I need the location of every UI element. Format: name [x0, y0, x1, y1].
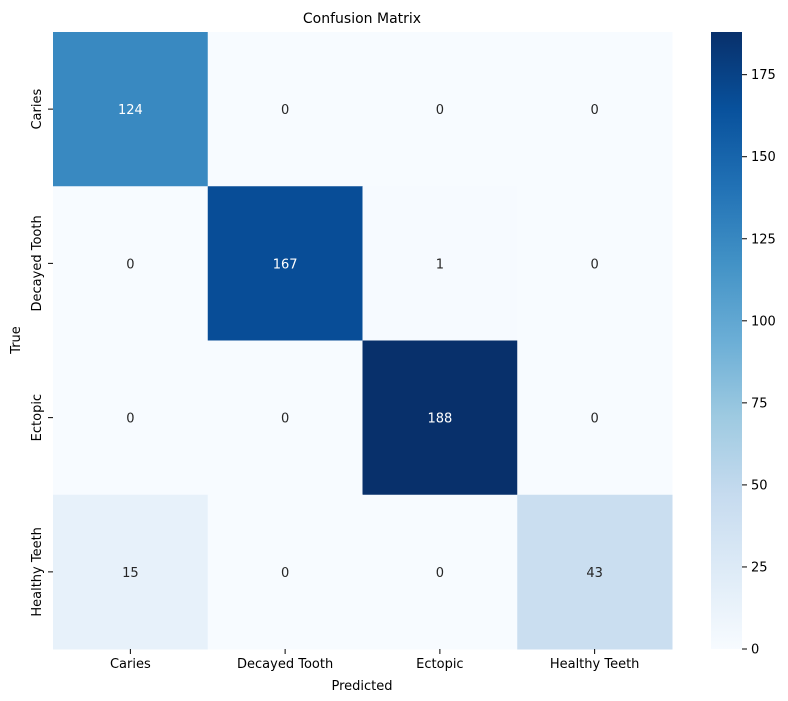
cell-value-label: 15 [122, 566, 139, 581]
y-tick-label: Healthy Teeth [30, 527, 45, 617]
x-axis: Caries Decayed Tooth Ectopic Healthy Teeth [110, 649, 639, 672]
cell-value-label: 0 [281, 103, 289, 118]
heatmap-cell [517, 494, 673, 650]
heatmap-cell [362, 494, 518, 650]
x-axis-label: Predicted [331, 679, 392, 694]
colorbar-tick-label: 100 [751, 314, 776, 329]
cell-value-label: 0 [436, 566, 444, 581]
cell-value-label: 1 [436, 257, 444, 272]
colorbar-tick-label: 75 [751, 396, 768, 411]
cell-value-label: 0 [590, 257, 598, 272]
cell-value-label: 0 [126, 257, 134, 272]
heatmap-cell [207, 32, 363, 187]
cell-value-label: 167 [273, 257, 298, 272]
cell-value-label: 0 [126, 412, 134, 427]
heatmap-cell [53, 340, 209, 496]
heatmap-cell [53, 494, 209, 650]
cell-value-label: 0 [590, 103, 598, 118]
colorbar-tick-label: 25 [751, 560, 768, 575]
colorbar-tick-label: 150 [751, 150, 776, 165]
heatmap-cell [517, 186, 673, 341]
heatmap-cell [362, 340, 518, 496]
heatmap-cells [53, 32, 673, 650]
colorbar-tick-label: 0 [751, 643, 759, 658]
heatmap-cell [207, 340, 363, 496]
heatmap-cell [53, 186, 209, 341]
heatmap-cell [53, 32, 209, 187]
x-tick-label: Caries [110, 657, 151, 672]
chart-title: Confusion Matrix [303, 11, 421, 27]
heatmap-cell [517, 32, 673, 187]
cell-value-label: 0 [281, 566, 289, 581]
heatmap-cell [207, 494, 363, 650]
colorbar-tick-label: 175 [751, 68, 776, 83]
heatmap-cell [362, 32, 518, 187]
x-tick-label: Decayed Tooth [237, 657, 333, 672]
cell-value-label: 188 [427, 412, 452, 427]
y-tick-label: Ectopic [30, 394, 45, 441]
heatmap-cell [517, 340, 673, 496]
cell-value-label: 0 [590, 412, 598, 427]
colorbar [711, 32, 742, 649]
y-tick-label: Decayed Tooth [30, 215, 45, 311]
heatmap-cell [362, 186, 518, 341]
colorbar-tick-label: 125 [751, 232, 776, 247]
cell-value-label: 124 [118, 103, 143, 118]
heatmap-cell-labels: 124 0 0 0 0 167 1 0 0 0 188 0 15 0 0 43 [118, 103, 603, 581]
cell-value-label: 0 [436, 103, 444, 118]
y-axis-label: True [9, 326, 24, 355]
colorbar-tick-label: 50 [751, 478, 768, 493]
colorbar-axis: 0 25 50 75 100 125 150 175 [742, 68, 776, 658]
y-axis: Caries Decayed Tooth Ectopic Healthy Teeth [30, 89, 53, 617]
cell-value-label: 43 [586, 566, 603, 581]
cell-value-label: 0 [281, 412, 289, 427]
heatmap-cell [207, 186, 363, 341]
x-tick-label: Ectopic [416, 657, 463, 672]
x-tick-label: Healthy Teeth [550, 657, 640, 672]
y-tick-label: Caries [30, 89, 45, 130]
